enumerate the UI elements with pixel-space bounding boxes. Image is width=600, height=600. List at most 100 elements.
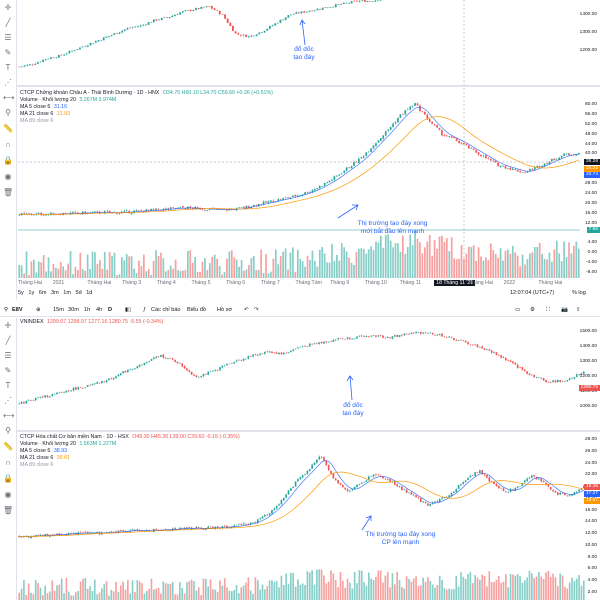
undo-icon[interactable]: ↶ (244, 307, 249, 313)
candle-body (261, 516, 264, 519)
measure-icon[interactable]: ⟷ (3, 93, 15, 102)
candle-body (59, 214, 62, 216)
crosshair-icon[interactable]: ✛ (4, 321, 12, 330)
text-icon[interactable]: T (5, 63, 11, 72)
templates-button[interactable]: Biểu đồ (187, 307, 206, 313)
indicators-button[interactable]: Các chỉ báo (151, 307, 181, 313)
tf-30m[interactable]: 30m (68, 307, 79, 313)
add-symbol-icon[interactable]: ⊕ (36, 307, 41, 313)
range-6m[interactable]: 6m (38, 290, 47, 296)
redo-icon[interactable]: ↷ (254, 307, 259, 313)
volume-bar (120, 257, 123, 278)
range-3m[interactable]: 3m (51, 290, 59, 296)
volume-bar (116, 275, 118, 278)
volume-bar (404, 253, 407, 278)
brush-icon[interactable]: ✎ (4, 48, 12, 57)
pane-divider[interactable] (16, 430, 600, 432)
candle-body (221, 365, 224, 368)
crosshair-icon[interactable]: ✛ (4, 3, 12, 12)
symbol-title[interactable]: CTCP Chứng khoán Châu A - Thái Bình Dươn… (20, 90, 160, 96)
lock-icon[interactable]: 🔒 (3, 474, 13, 483)
volume-bar (245, 269, 248, 278)
trendline-icon[interactable]: ╱ (5, 336, 11, 345)
candle-body (96, 210, 99, 212)
range-1m[interactable]: 1m (63, 290, 71, 296)
percent-button[interactable]: % (572, 290, 577, 296)
symbol-button[interactable]: E8V (12, 307, 23, 313)
candle-body (375, 335, 377, 337)
trash-icon[interactable]: 🗑 (3, 188, 14, 197)
brush-icon[interactable]: ✎ (4, 366, 12, 375)
measure-icon[interactable]: ⟷ (3, 411, 15, 420)
range-1d[interactable]: 1d (86, 290, 93, 296)
fib-icon[interactable]: ☰ (4, 351, 12, 360)
candle-body (338, 174, 341, 176)
zoom-icon[interactable]: ⚲ (5, 426, 11, 435)
pane-divider[interactable] (16, 85, 600, 87)
pattern-icon[interactable]: ⋰ (4, 396, 12, 405)
ma5-label[interactable]: MA 5 close 6 (20, 448, 51, 454)
candle-body (368, 476, 370, 481)
range-1y[interactable]: 1y (28, 290, 35, 296)
settings-icon[interactable]: ⚙ (530, 307, 536, 313)
range-5d[interactable]: 5d (75, 290, 82, 296)
publish-icon[interactable]: ⇪ (576, 307, 581, 313)
index-title[interactable]: VNINDEX (20, 319, 44, 325)
volume-bar (25, 595, 28, 600)
ruler-icon[interactable]: 📏 (3, 442, 13, 451)
volume-bar (564, 586, 566, 600)
candle-body (72, 387, 75, 391)
ma89-label[interactable]: MA 89 close 6 (20, 462, 54, 468)
snapshot-icon[interactable]: 📷 (561, 307, 568, 313)
volume-bar (448, 251, 451, 278)
ma21-label[interactable]: MA 21 close 6 (20, 455, 54, 461)
tf-d[interactable]: D (108, 307, 113, 313)
ma21-label[interactable]: MA 21 close 6 (20, 111, 54, 117)
eye-icon[interactable]: ◉ (4, 172, 12, 181)
ma89-label[interactable]: MA 89 close 6 (20, 118, 54, 124)
eye-icon[interactable]: ◉ (4, 490, 12, 499)
pattern-icon[interactable]: ⋰ (4, 78, 12, 87)
candle-type-icon[interactable]: ▮▯ (125, 307, 132, 313)
symbol-search-icon[interactable]: ⚲ (4, 307, 9, 313)
zoom-icon[interactable]: ⚲ (5, 108, 11, 117)
tf-4h[interactable]: 4h (96, 307, 103, 313)
volume-bar (99, 260, 101, 278)
indicators-icon[interactable]: ƒ (143, 307, 147, 313)
volume-bar (511, 245, 514, 278)
replay-button[interactable]: Hồ sơ (217, 307, 233, 313)
trendline-icon[interactable]: ╱ (5, 18, 11, 27)
candle-body (358, 158, 360, 164)
magnet-icon[interactable]: ∩ (5, 140, 11, 149)
symbol-title[interactable]: CTCP Hóa chất Cơ bản miền Nam · 1D · HSX (20, 434, 129, 440)
volume-label[interactable]: Volume · Khối lượng 20 (20, 441, 76, 447)
trash-icon[interactable]: 🗑 (3, 506, 14, 515)
candle-body (426, 114, 429, 120)
volume-bar (509, 574, 512, 600)
ruler-icon[interactable]: 📏 (3, 124, 13, 133)
ma5-label[interactable]: MA 5 close 6 (20, 104, 51, 110)
volume-label[interactable]: Volume · Khối lượng 20 (20, 97, 76, 103)
text-icon[interactable]: T (5, 381, 11, 390)
candle-body (137, 26, 139, 28)
tf-1h[interactable]: 1h (84, 307, 91, 313)
fib-icon[interactable]: ☰ (4, 33, 12, 42)
volume-bar (177, 270, 179, 278)
candle-body (287, 197, 289, 199)
volume-bar (174, 259, 177, 278)
candle-body (308, 469, 311, 472)
tf-15m[interactable]: 15m (53, 307, 64, 313)
candle-body (488, 349, 491, 351)
candle-body (224, 14, 226, 19)
magnet-icon[interactable]: ∩ (5, 458, 11, 467)
lock-icon[interactable]: 🔒 (3, 156, 13, 165)
log-button[interactable]: log (578, 290, 586, 296)
range-5y[interactable]: 5y (18, 290, 24, 296)
candle-body (116, 212, 118, 214)
layout-icon[interactable]: ▭ (515, 307, 521, 313)
candle-body (190, 371, 193, 375)
fullscreen-icon[interactable]: ⛶ (546, 307, 550, 313)
volume-bar (138, 581, 141, 600)
candle-body (334, 4, 337, 8)
